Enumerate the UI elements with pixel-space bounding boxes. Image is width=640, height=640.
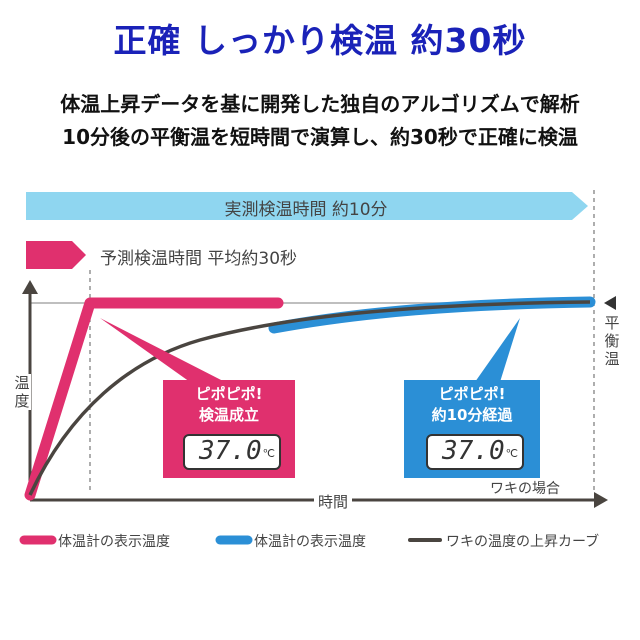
blue-box-reading: 37.0 — [442, 436, 505, 466]
x-axis-arrowhead — [594, 492, 608, 508]
pink-callout-pointer — [100, 318, 225, 382]
pink-box-line-2: 検温成立 — [198, 406, 259, 424]
y-axis-label: 温度 — [13, 374, 31, 410]
pink-box-unit: ℃ — [262, 447, 275, 460]
predicted-time-label: 予測検温時間 平均約30秒 — [100, 249, 298, 269]
y-axis-arrowhead — [22, 280, 38, 294]
equilibrium-label: 平衡温 — [604, 314, 620, 368]
legend-pink-label: 体温計の表示温度 — [58, 534, 170, 550]
subtitle-line-1: 体温上昇データを基に開発した独自のアルゴリズムで解析 — [60, 92, 580, 116]
blue-callout-pointer — [475, 318, 520, 382]
subtitle-line-2: 10分後の平衡温を短時間で演算し、約30秒で正確に検温 — [62, 125, 578, 149]
measured-time-bar — [26, 192, 588, 220]
armpit-rise-curve — [28, 300, 591, 496]
x-axis-label: 時間 — [314, 491, 353, 512]
blue-box-line-2: 約10分経過 — [431, 406, 513, 424]
pink-box-display: 37.0℃ — [183, 434, 281, 470]
equilibrium-marker — [604, 296, 616, 310]
case-label: ワキの場合 — [490, 481, 560, 497]
measured-time-label: 実測検温時間 約10分 — [224, 200, 388, 220]
blue-box-display: 37.0℃ — [426, 434, 524, 470]
blue-box-line-1: ピポピポ! — [438, 385, 506, 403]
pink-box-reading: 37.0 — [199, 436, 262, 466]
page-title: 正確 しっかり検温 約30秒 — [113, 21, 527, 60]
legend-curve-label: ワキの温度の上昇カーブ — [446, 534, 600, 550]
pink-box-line-1: ピポピポ! — [195, 385, 263, 403]
blue-box-unit: ℃ — [505, 447, 518, 460]
pink-display-line — [24, 297, 284, 501]
predicted-time-bar — [26, 241, 86, 269]
legend-blue-label: 体温計の表示温度 — [254, 534, 366, 550]
